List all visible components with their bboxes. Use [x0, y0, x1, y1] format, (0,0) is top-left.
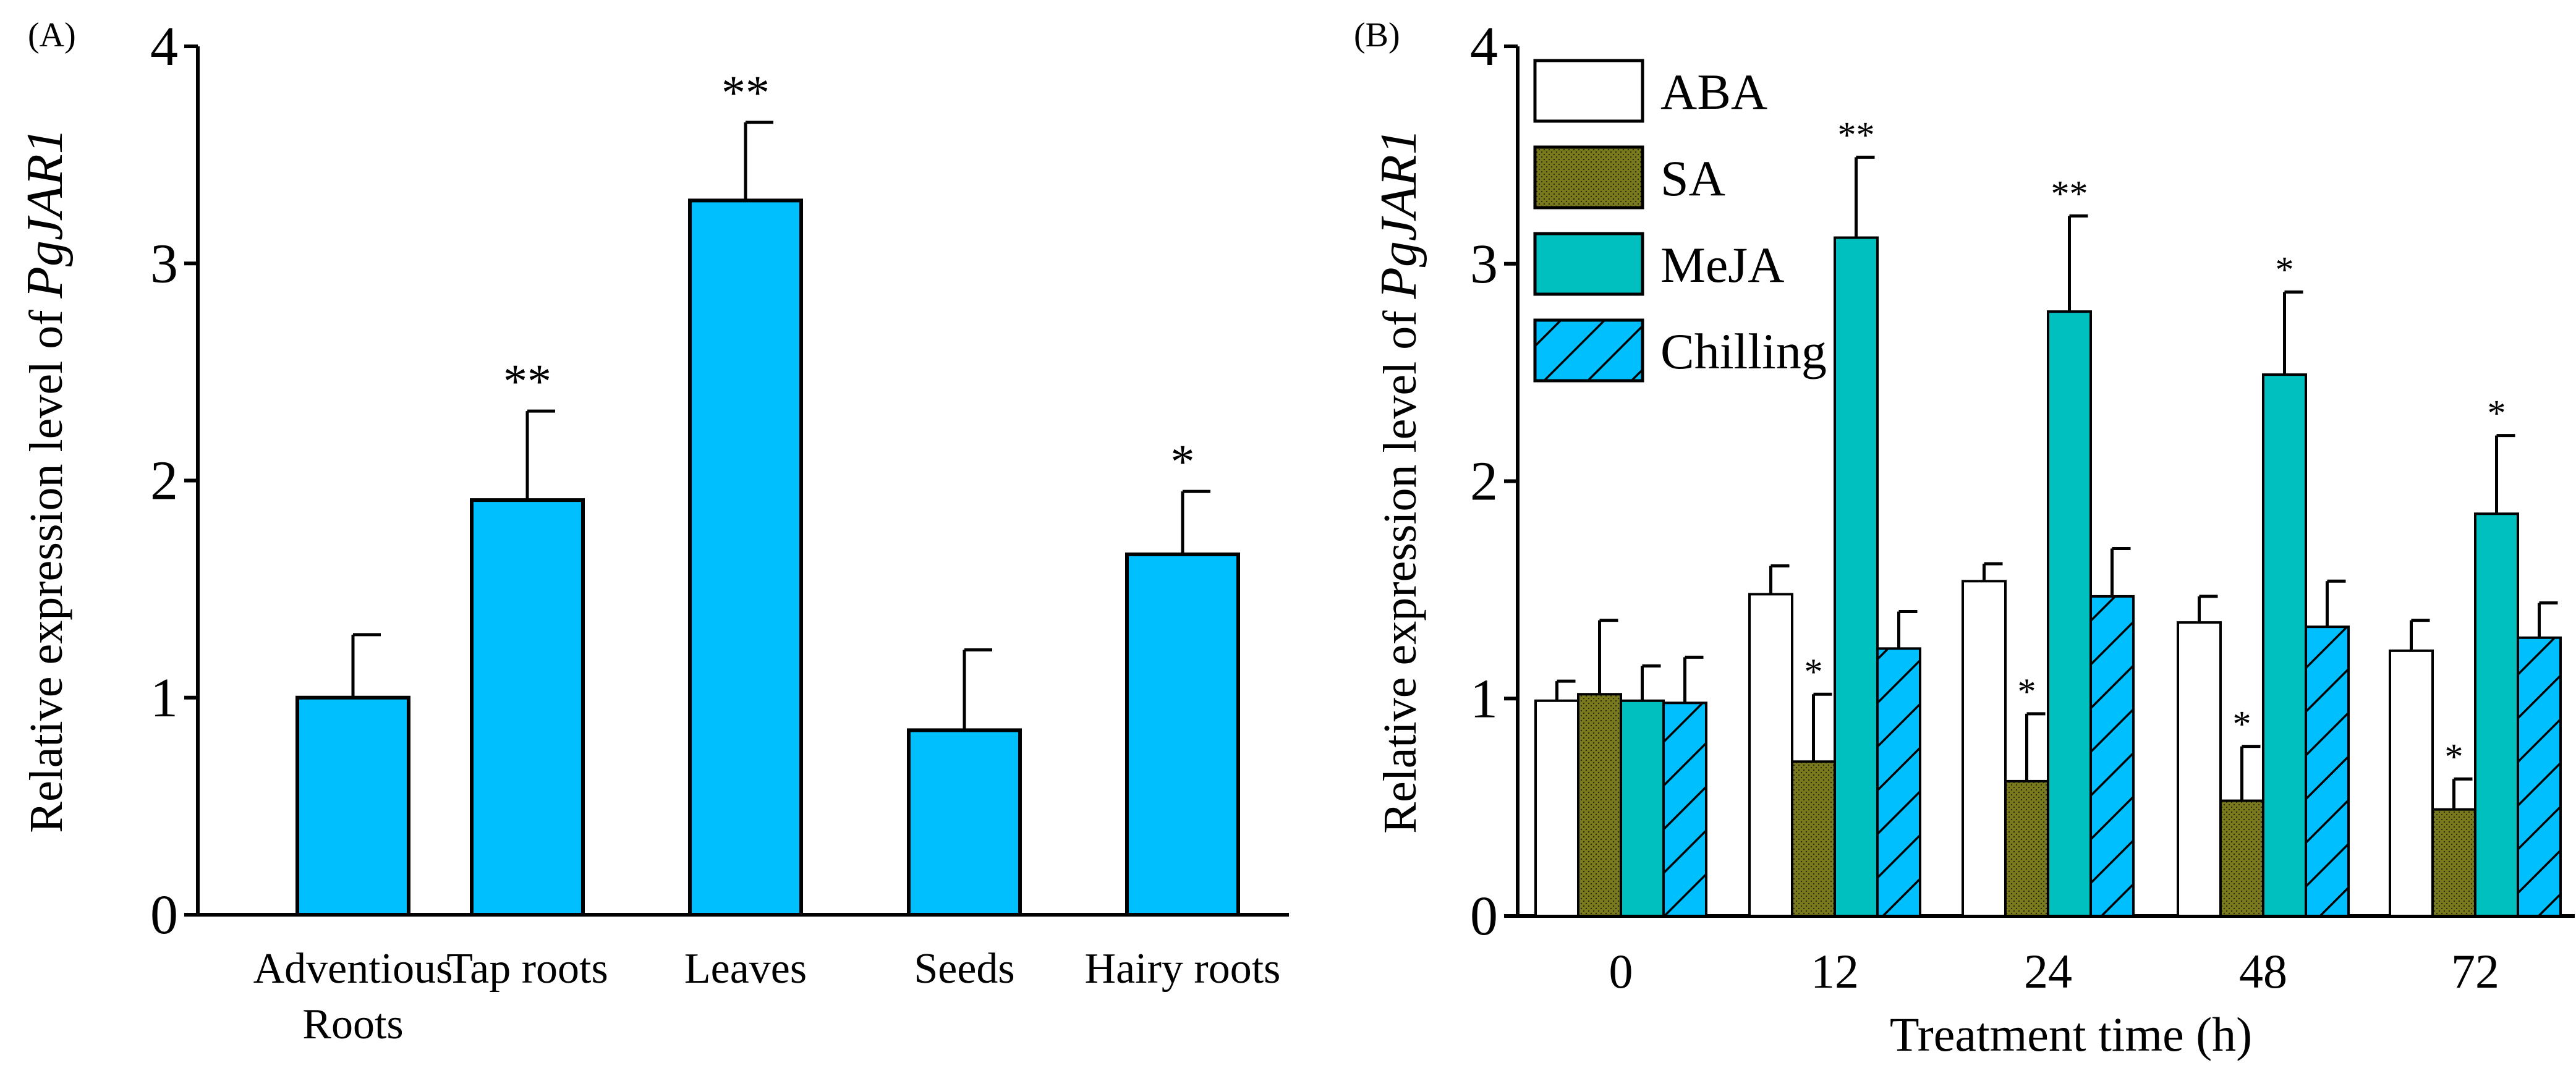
y-tick-label: 4 [1470, 16, 1498, 77]
significance-marker: * [1804, 651, 1823, 692]
bar [907, 728, 1022, 917]
bar-aba [1534, 699, 1579, 917]
y-axis-label: Relative expression level of PgJAR1 [16, 128, 74, 833]
legend-label: MeJA [1660, 237, 1784, 293]
y-tick-label: 4 [150, 16, 178, 77]
x-tick-label: 0 [1609, 944, 1633, 998]
x-tick-label: Tap roots [446, 945, 608, 993]
x-tick-label: Leaves [684, 945, 807, 993]
panel-label: (A) [28, 16, 76, 54]
significance-marker: * [1171, 434, 1195, 488]
y-tick-label: 3 [150, 233, 178, 294]
legend-swatch-meja [1533, 232, 1644, 296]
legend-swatch-sa [1533, 145, 1644, 210]
x-tick-label: 12 [1811, 944, 1859, 998]
bar-meja [1834, 236, 1879, 917]
bar-sa [2004, 779, 2049, 918]
bar-sa [1791, 760, 1836, 917]
bar-aba [2177, 621, 2222, 917]
y-tick-label: 2 [150, 451, 178, 512]
x-tick-label: Adventious [253, 945, 453, 993]
bar-chilling [1662, 701, 1707, 918]
x-tick-label: 48 [2239, 944, 2287, 998]
bar-aba [1748, 593, 1793, 917]
y-axis-label: Relative expression level of PgJAR1 [1370, 129, 1427, 834]
legend-swatch-aba [1533, 59, 1644, 123]
bar [1125, 552, 1240, 917]
bar-chilling [1876, 647, 1921, 918]
significance-marker: * [2276, 249, 2294, 290]
significance-marker: * [2445, 736, 2463, 777]
bar-chilling [2089, 595, 2135, 917]
bar-aba [1962, 580, 2007, 917]
bar-chilling [2305, 625, 2350, 917]
bar-sa [2431, 808, 2476, 917]
significance-marker: ** [721, 66, 770, 119]
x-tick-label: 24 [2024, 944, 2072, 998]
y-tick-label: 0 [1470, 886, 1498, 947]
x-tick-label: Seeds [914, 945, 1014, 993]
significance-marker: * [2233, 704, 2251, 745]
legend-label: ABA [1660, 64, 1767, 120]
bar-meja [1620, 699, 1665, 917]
bar-aba [2389, 649, 2434, 917]
y-tick-label: 3 [1470, 234, 1498, 295]
x-axis-label: Treatment time (h) [1890, 1007, 2252, 1061]
legend-swatch-chilling [1533, 318, 1644, 383]
bar-sa [1577, 693, 1622, 917]
bar-meja [2047, 310, 2092, 917]
bar-sa [2219, 799, 2264, 918]
significance-marker: ** [503, 354, 551, 408]
bar [688, 198, 803, 917]
bar [295, 695, 410, 917]
bar [470, 498, 585, 917]
legend-label: SA [1660, 150, 1725, 206]
bar-meja [2262, 373, 2307, 917]
bar-chilling [2517, 636, 2562, 917]
y-tick-label: 2 [1470, 451, 1498, 512]
significance-marker: ** [2051, 173, 2088, 214]
y-tick-label: 1 [150, 668, 178, 729]
significance-marker: ** [1838, 114, 1875, 155]
panel-label: (B) [1354, 16, 1400, 54]
legend-label: Chilling [1660, 323, 1827, 379]
legend: ABA SA MeJA Chilling [1533, 59, 1827, 383]
x-tick-label: Hairy roots [1085, 945, 1281, 993]
bar-meja [2474, 512, 2519, 917]
significance-marker: * [2488, 393, 2506, 434]
y-tick-label: 0 [150, 884, 178, 946]
significance-marker: * [2018, 671, 2036, 712]
y-tick-label: 1 [1470, 668, 1498, 729]
x-tick-label: Roots [302, 1001, 403, 1048]
panel-a-tissue-expression: 0 1 2 3 4 (A) Relative expression level of PgJ… [16, 16, 1289, 1048]
x-tick-label: 72 [2451, 944, 2499, 998]
